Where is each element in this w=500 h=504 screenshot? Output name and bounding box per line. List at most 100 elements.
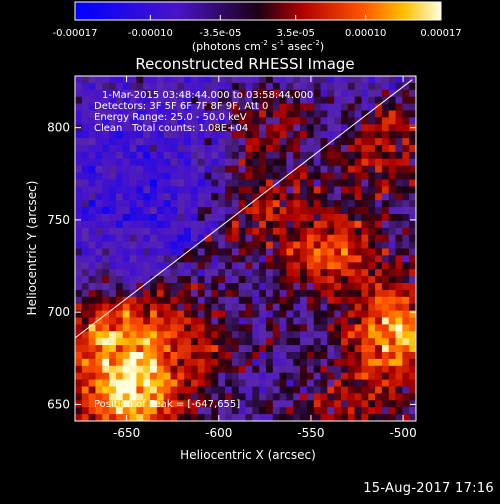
heatmap-cell [272, 317, 281, 325]
heatmap-cell [354, 103, 363, 112]
heatmap-cell [354, 193, 363, 201]
heatmap-cell [102, 345, 110, 353]
heatmap-cell [334, 262, 342, 270]
heatmap-cell [81, 407, 90, 415]
heatmap-cell [409, 393, 416, 401]
heatmap-cell [286, 138, 294, 146]
heatmap-cell [109, 220, 117, 229]
heatmap-cell [190, 151, 199, 160]
heatmap-cell [170, 110, 178, 118]
y-tick-label-2: 750 [47, 213, 70, 227]
heatmap-cell [265, 158, 274, 167]
heatmap-cell [286, 158, 294, 167]
heatmap-cell [381, 276, 390, 284]
heatmap-cell [245, 241, 253, 250]
heatmap-cell [293, 414, 301, 421]
heatmap-cell [368, 255, 376, 263]
heatmap-cell [150, 179, 158, 187]
heatmap-cell [95, 165, 103, 174]
heatmap-cell [293, 303, 301, 312]
heatmap-cell [190, 82, 199, 91]
heatmap-cell [143, 379, 151, 388]
heatmap-cell [272, 103, 281, 112]
heatmap-cell [409, 220, 416, 229]
heatmap-cell [197, 393, 206, 401]
heatmap-cell [259, 241, 267, 250]
heatmap-cell [252, 400, 260, 408]
heatmap-cell [190, 283, 199, 291]
heatmap-cell [340, 82, 349, 91]
heatmap-cell [129, 131, 137, 139]
heatmap-cell [245, 352, 253, 360]
heatmap-cell [190, 200, 199, 208]
heatmap-cell [334, 82, 342, 91]
heatmap-cell [340, 289, 349, 298]
heatmap-cell [75, 358, 83, 367]
heatmap-cell [88, 296, 97, 305]
heatmap-cell [163, 227, 172, 236]
heatmap-cell [231, 138, 240, 146]
heatmap-cell [143, 172, 151, 181]
heatmap-cell [375, 338, 383, 346]
heatmap-cell [81, 386, 90, 394]
heatmap-cell [388, 186, 397, 194]
heatmap-cell [409, 214, 416, 222]
heatmap-cell [238, 365, 247, 374]
heatmap-cell [286, 220, 294, 229]
heatmap-cell [75, 338, 83, 346]
heatmap-cell [381, 131, 390, 139]
heatmap-cell [136, 103, 144, 112]
heatmap-cell [204, 186, 212, 194]
heatmap-cell [136, 358, 144, 367]
heatmap-cell [381, 358, 390, 367]
heatmap-cell [184, 76, 192, 84]
heatmap-cell [211, 131, 219, 139]
heatmap-cell [95, 76, 103, 84]
heatmap-cell [177, 393, 185, 401]
heatmap-cell [190, 145, 199, 153]
heatmap-cell [300, 193, 308, 201]
heatmap-cell [143, 131, 151, 139]
heatmap-cell [218, 89, 226, 98]
heatmap-cell [211, 310, 219, 319]
heatmap-cell [300, 117, 308, 125]
heatmap-cell [170, 158, 178, 167]
heatmap-cell [197, 255, 206, 263]
heatmap-cell [347, 96, 356, 105]
heatmap-cell [265, 276, 274, 284]
heatmap-cell [265, 345, 274, 353]
heatmap-cell [375, 131, 383, 139]
heatmap-cell [156, 165, 165, 174]
heatmap-cell [197, 179, 206, 187]
heatmap-cell [272, 296, 281, 305]
heatmap-cell [402, 76, 410, 84]
heatmap-cell [129, 358, 137, 367]
heatmap-cell [354, 358, 363, 367]
heatmap-cell [211, 186, 219, 194]
heatmap-cell [402, 407, 410, 415]
heatmap-cell [402, 248, 410, 256]
heatmap-cell [218, 365, 226, 374]
heatmap-cell [259, 172, 267, 181]
heatmap-cell [143, 331, 151, 339]
heatmap-cell [368, 172, 376, 181]
heatmap-cell [88, 234, 97, 243]
heatmap-cell [150, 89, 158, 98]
heatmap-cell [354, 234, 363, 243]
heatmap-cell [402, 165, 410, 174]
heatmap-cell [204, 255, 212, 263]
heatmap-cell [102, 138, 110, 146]
heatmap-cell [102, 317, 110, 325]
heatmap-cell [265, 331, 274, 339]
heatmap-cell [300, 151, 308, 160]
heatmap-cell [150, 131, 158, 139]
heatmap-cell [259, 186, 267, 194]
heatmap-cell [204, 296, 212, 305]
heatmap-cell [88, 227, 97, 236]
heatmap-cell [102, 269, 110, 277]
heatmap-cell [320, 262, 328, 270]
heatmap-cell [293, 324, 301, 332]
heatmap-cell [81, 193, 90, 201]
heatmap-cell [313, 151, 322, 160]
heatmap-cell [109, 365, 117, 374]
